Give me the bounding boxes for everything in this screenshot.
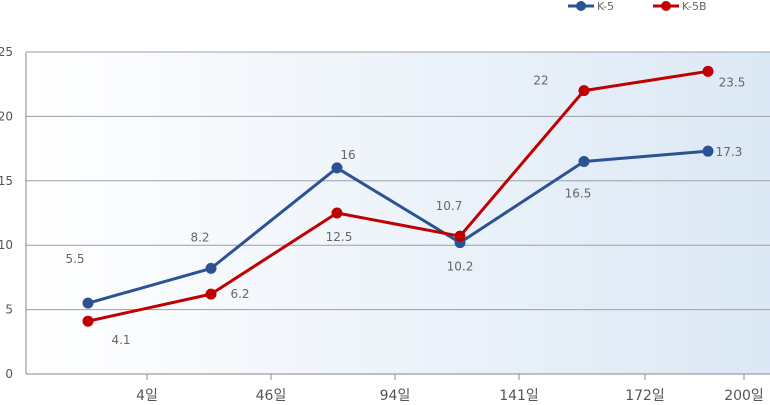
x-tick-label: 4일 bbox=[136, 388, 158, 404]
data-point bbox=[205, 288, 217, 300]
data-point bbox=[702, 65, 714, 77]
y-tick-label: 15 bbox=[0, 174, 13, 188]
data-label: 17.3 bbox=[716, 145, 743, 159]
data-point bbox=[82, 315, 94, 327]
data-points bbox=[82, 65, 714, 327]
data-point bbox=[331, 162, 343, 174]
data-point bbox=[331, 207, 343, 219]
y-tick-label: 20 bbox=[0, 109, 13, 123]
series-line bbox=[87, 69, 709, 323]
data-label: 23.5 bbox=[719, 75, 746, 89]
legend-marker bbox=[661, 1, 671, 11]
data-label: 16 bbox=[340, 148, 355, 162]
data-label: 10.7 bbox=[436, 199, 463, 213]
data-label: 12.5 bbox=[326, 230, 353, 244]
plot-area bbox=[26, 52, 770, 374]
data-label: 16.5 bbox=[565, 186, 592, 200]
legend-label: K-5B bbox=[682, 0, 707, 13]
legend: K-5 K-5B bbox=[568, 0, 707, 13]
data-point bbox=[82, 297, 94, 309]
data-point bbox=[578, 155, 590, 167]
x-tick-label: 46일 bbox=[256, 388, 287, 404]
data-label: 10.2 bbox=[447, 260, 474, 274]
series-lines bbox=[87, 69, 709, 323]
y-tick-label: 5 bbox=[5, 303, 13, 317]
data-point bbox=[454, 230, 466, 242]
x-tick-label: 172일 bbox=[625, 388, 665, 404]
y-tick-label: 0 bbox=[5, 367, 13, 381]
y-tick-label: 25 bbox=[0, 45, 13, 59]
legend-marker bbox=[576, 1, 586, 11]
x-axis: 4일 46일 94일 141일 172일 200일 bbox=[136, 374, 764, 404]
data-point bbox=[205, 262, 217, 274]
data-label: 4.1 bbox=[111, 333, 130, 347]
grid-lines bbox=[26, 51, 770, 375]
data-label: 6.2 bbox=[230, 287, 249, 301]
x-tick-label: 94일 bbox=[380, 388, 411, 404]
legend-label: K-5 bbox=[597, 0, 614, 13]
y-tick-label: 10 bbox=[0, 238, 13, 252]
series-line bbox=[87, 149, 709, 305]
data-label: 22 bbox=[533, 74, 548, 88]
x-tick-label: 141일 bbox=[499, 388, 539, 404]
data-label: 8.2 bbox=[190, 230, 209, 244]
y-axis: 0 5 10 15 20 25 bbox=[0, 45, 27, 381]
data-label: 5.5 bbox=[65, 252, 84, 266]
x-tick-label: 200일 bbox=[724, 388, 764, 404]
data-labels: 5.5 8.2 16 10.2 16.5 17.3 4.1 6.2 12.5 10.7 22 23.5 bbox=[65, 74, 745, 348]
data-point bbox=[702, 145, 714, 157]
data-point bbox=[578, 85, 590, 97]
